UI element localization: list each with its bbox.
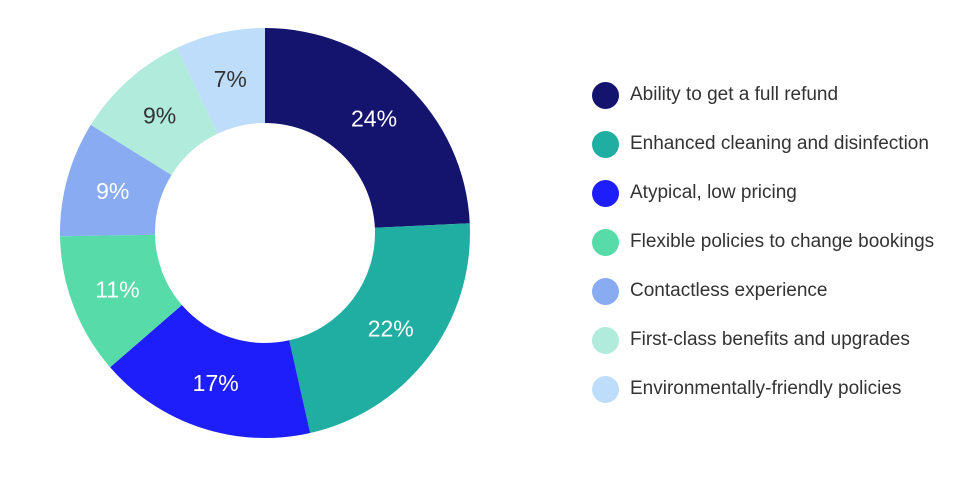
legend-item-label: Environmentally-friendly policies	[630, 378, 902, 399]
donut-slice-value-label: 22%	[368, 316, 414, 342]
legend-item: Environmentally-friendly policies	[592, 374, 934, 404]
donut-slice-2	[110, 305, 311, 438]
donut-slice-4	[60, 124, 172, 237]
legend-swatch	[592, 277, 619, 305]
legend-swatch	[592, 179, 619, 207]
legend-item: Ability to get a full refund	[592, 80, 934, 110]
legend-swatch	[592, 228, 619, 256]
legend-item-label: First-class benefits and upgrades	[630, 329, 910, 350]
donut-slice-value-label: 17%	[193, 370, 239, 396]
donut-slice-1	[289, 223, 471, 433]
legend-item: Atypical, low pricing	[592, 178, 934, 208]
legend-swatch	[592, 81, 619, 109]
legend-swatch	[592, 326, 619, 354]
legend-item-label: Atypical, low pricing	[630, 182, 797, 203]
donut-slice-value-label: 9%	[143, 102, 176, 128]
legend-swatch	[592, 130, 619, 158]
legend-item-label: Flexible policies to change bookings	[630, 231, 935, 252]
legend-item: Contactless experience	[592, 276, 934, 306]
legend: Ability to get a full refund Enhanced cl…	[592, 80, 934, 404]
legend-item: Flexible policies to change bookings	[592, 227, 934, 257]
legend-item: Enhanced cleaning and disinfection	[592, 129, 934, 159]
legend-swatch	[592, 375, 619, 403]
donut-slice-value-label: 11%	[95, 276, 139, 302]
donut-chart: 24% 22% 17% 11% 9% 9% 7%	[60, 28, 471, 438]
donut-slice-5	[90, 47, 218, 176]
legend-item-label: Enhanced cleaning and disinfection	[630, 133, 929, 154]
legend-item-label: Contactless experience	[630, 280, 828, 301]
donut-slice-value-label: 24%	[351, 106, 397, 132]
legend-item-label: Ability to get a full refund	[630, 84, 839, 105]
legend-item: First-class benefits and upgrades	[592, 325, 934, 355]
donut-slice-0	[265, 28, 470, 228]
donut-slice-3	[60, 234, 182, 368]
donut-slice-6	[176, 28, 265, 134]
donut-slice-value-label: 7%	[214, 66, 247, 92]
donut-slice-value-label: 9%	[96, 178, 129, 204]
